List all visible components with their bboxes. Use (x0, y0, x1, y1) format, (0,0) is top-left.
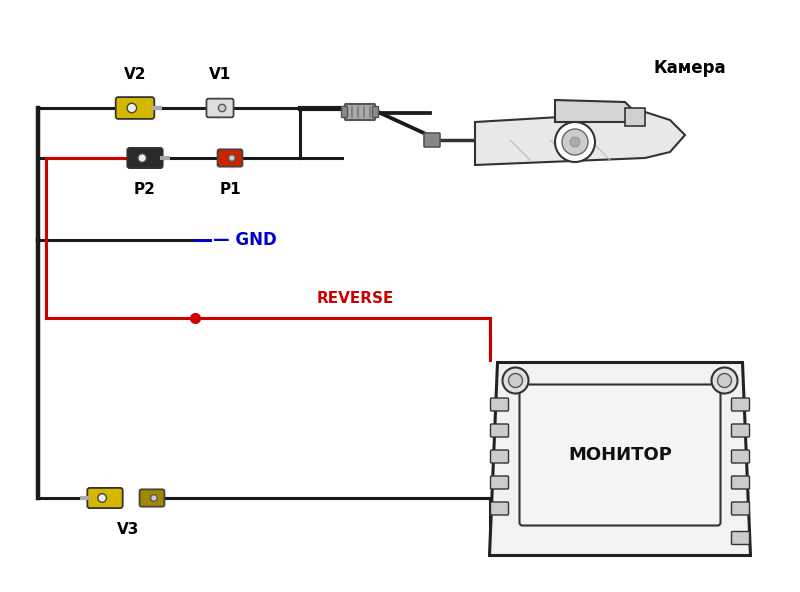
FancyBboxPatch shape (731, 532, 750, 545)
FancyBboxPatch shape (116, 97, 154, 119)
FancyBboxPatch shape (490, 424, 509, 437)
FancyBboxPatch shape (731, 502, 750, 515)
Circle shape (570, 137, 580, 147)
FancyBboxPatch shape (490, 502, 509, 515)
FancyBboxPatch shape (424, 133, 440, 147)
Circle shape (555, 122, 595, 162)
Polygon shape (475, 112, 685, 165)
Text: P1: P1 (219, 182, 241, 197)
Text: V3: V3 (118, 522, 140, 537)
FancyBboxPatch shape (490, 476, 509, 489)
FancyBboxPatch shape (218, 149, 242, 167)
Text: — GND: — GND (213, 231, 277, 249)
Circle shape (138, 154, 146, 162)
Circle shape (502, 368, 529, 394)
FancyBboxPatch shape (342, 107, 347, 117)
FancyBboxPatch shape (731, 450, 750, 463)
FancyBboxPatch shape (87, 488, 122, 508)
Circle shape (711, 368, 738, 394)
Text: МОНИТОР: МОНИТОР (568, 446, 672, 464)
Circle shape (218, 104, 226, 112)
FancyBboxPatch shape (490, 398, 509, 411)
Text: V2: V2 (124, 67, 146, 82)
Circle shape (150, 495, 158, 501)
Text: Камера: Камера (654, 59, 726, 77)
FancyBboxPatch shape (373, 107, 378, 117)
FancyBboxPatch shape (127, 148, 162, 168)
Circle shape (509, 374, 522, 388)
FancyBboxPatch shape (206, 99, 234, 117)
Text: P2: P2 (134, 182, 156, 197)
FancyBboxPatch shape (731, 398, 750, 411)
Text: REVERSE: REVERSE (316, 291, 394, 306)
Circle shape (98, 494, 106, 502)
FancyBboxPatch shape (139, 490, 165, 507)
Polygon shape (555, 100, 635, 122)
FancyBboxPatch shape (731, 424, 750, 437)
FancyBboxPatch shape (731, 476, 750, 489)
Text: V1: V1 (209, 67, 231, 82)
Circle shape (562, 129, 588, 155)
FancyBboxPatch shape (519, 384, 721, 526)
Circle shape (229, 155, 235, 162)
FancyBboxPatch shape (625, 108, 645, 126)
FancyBboxPatch shape (490, 450, 509, 463)
Circle shape (718, 374, 731, 388)
Circle shape (127, 103, 137, 112)
Polygon shape (490, 362, 750, 555)
FancyBboxPatch shape (345, 104, 375, 120)
